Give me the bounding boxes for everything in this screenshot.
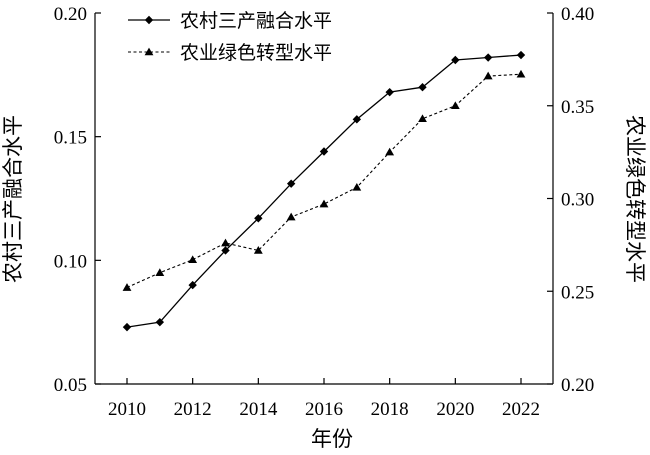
series-1-point bbox=[286, 179, 296, 188]
series-1-point bbox=[122, 322, 132, 332]
y-left-tick-label: 0.15 bbox=[54, 128, 87, 149]
y-axis-title-left: 农村三产融合水平 bbox=[1, 115, 25, 283]
y-right-tick-label: 0.40 bbox=[561, 4, 594, 25]
series-2-point bbox=[418, 114, 427, 123]
series-1-point bbox=[155, 317, 165, 327]
x-tick-label: 2010 bbox=[108, 399, 146, 420]
x-tick-label: 2022 bbox=[502, 399, 540, 420]
series-2-point bbox=[450, 101, 460, 110]
series-1-point bbox=[483, 53, 493, 62]
series-1-line bbox=[126, 54, 522, 328]
legend-label: 农业绿色转型水平 bbox=[180, 42, 332, 64]
series-2-point bbox=[319, 199, 329, 208]
y-right-tick-label: 0.20 bbox=[561, 375, 594, 396]
series-2-point bbox=[516, 69, 526, 78]
y-left-tick-label: 0.05 bbox=[54, 375, 87, 396]
series-1-point bbox=[221, 246, 230, 255]
y-right-tick-label: 0.25 bbox=[561, 282, 594, 303]
series-2-point bbox=[483, 71, 493, 80]
series-2-point bbox=[122, 283, 132, 291]
y-right-tick-label: 0.35 bbox=[561, 97, 594, 118]
legend-marker bbox=[144, 15, 154, 25]
series-1-point bbox=[254, 214, 263, 223]
x-tick-label: 2020 bbox=[436, 399, 474, 420]
series-2-point bbox=[155, 268, 165, 276]
x-tick-label: 2016 bbox=[305, 399, 343, 420]
series-1-point bbox=[418, 83, 427, 92]
series-2-point bbox=[286, 212, 296, 221]
series-2-line bbox=[126, 73, 522, 289]
series-1-point bbox=[188, 280, 197, 290]
y-left-tick-label: 0.20 bbox=[54, 4, 87, 25]
x-tick-label: 2012 bbox=[174, 399, 212, 420]
series-2-point bbox=[188, 255, 198, 264]
legend-label: 农村三产融合水平 bbox=[180, 10, 332, 32]
series-2-point bbox=[221, 238, 230, 247]
legend-marker bbox=[144, 47, 154, 56]
y-axis-title-right: 农业绿色转型水平 bbox=[623, 115, 647, 283]
series-1-point bbox=[385, 87, 394, 97]
series-1-point bbox=[516, 50, 526, 60]
x-tick-label: 2014 bbox=[239, 399, 278, 420]
axes-group: 0.05 0.10 0.15 0.20 0.20 0.25 0.30 0.35 0.40 2010… bbox=[54, 4, 595, 420]
series-2 bbox=[122, 69, 526, 291]
x-axis-title: 年份 bbox=[311, 427, 353, 451]
y-right-tick-label: 0.30 bbox=[561, 190, 594, 211]
series-2-point bbox=[385, 147, 395, 156]
series-2-point bbox=[253, 246, 263, 254]
series-1-point bbox=[451, 55, 460, 65]
legend-item-1: 农村三产融合水平 bbox=[128, 10, 332, 32]
y-left-tick-label: 0.10 bbox=[54, 251, 87, 272]
series-1-point bbox=[352, 115, 362, 124]
series-1 bbox=[122, 50, 526, 332]
series-layer bbox=[122, 50, 526, 332]
x-tick-label: 2018 bbox=[371, 399, 409, 420]
legend-item-2: 农业绿色转型水平 bbox=[128, 42, 332, 64]
series-2-point bbox=[352, 182, 362, 191]
series-1-point bbox=[319, 147, 329, 156]
